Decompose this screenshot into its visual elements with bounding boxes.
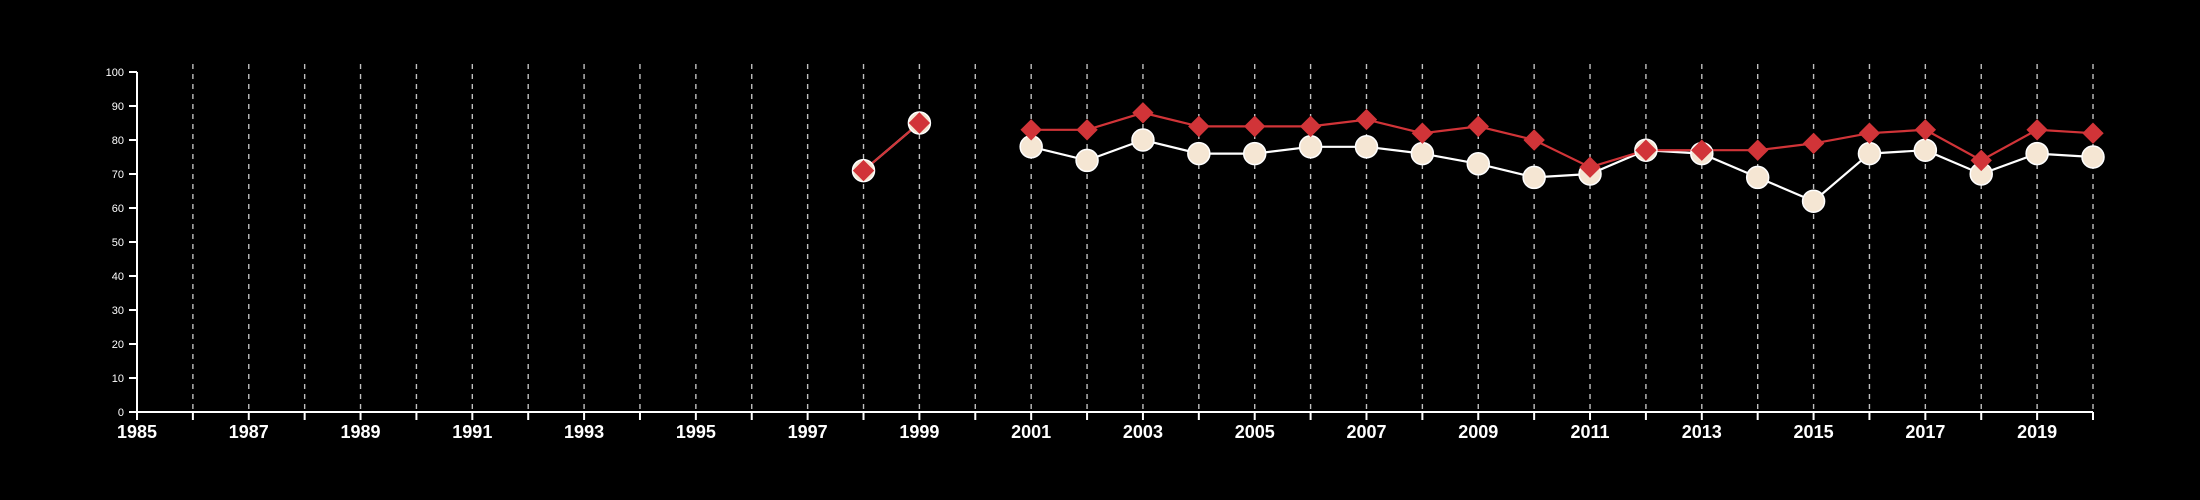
x-tick-label: 1999: [899, 422, 939, 442]
x-tick-label: 1987: [229, 422, 269, 442]
x-tick-label: 1985: [117, 422, 157, 442]
data-point-circle: [1913, 138, 1938, 162]
data-point-diamond: [1970, 149, 1992, 172]
data-point-diamond: [1858, 122, 1881, 144]
x-tick-label: 1991: [452, 422, 492, 442]
y-tick-label: 70: [112, 169, 124, 181]
data-point-circle: [1857, 141, 1882, 166]
y-tick-label: 50: [112, 237, 124, 249]
data-point-circle: [1745, 165, 1770, 190]
data-point-circle: [1801, 189, 1826, 213]
x-tick-label: 2003: [1123, 422, 1163, 442]
x-tick-label: 2011: [1570, 422, 1609, 442]
data-point-diamond: [1635, 139, 1657, 161]
y-tick-label: 80: [112, 135, 124, 147]
y-tick-label: 0: [118, 407, 124, 419]
x-tick-label: 2009: [1458, 422, 1498, 442]
y-tick-label: 60: [112, 203, 124, 215]
x-tick-label: 2001: [1011, 422, 1051, 442]
data-point-diamond: [2082, 122, 2104, 144]
y-tick-label: 10: [112, 373, 124, 385]
x-tick-label: 1997: [788, 422, 828, 442]
y-tick-label: 90: [112, 101, 124, 113]
x-tick-label: 1995: [676, 422, 716, 442]
data-point-diamond: [1579, 156, 1601, 178]
data-point-circle: [1466, 152, 1491, 176]
x-tick-label: 2005: [1235, 422, 1275, 442]
y-tick-label: 30: [112, 305, 124, 317]
x-tick-label: 2015: [1794, 422, 1834, 442]
data-point-diamond: [1244, 115, 1266, 138]
data-point-diamond: [1188, 115, 1210, 138]
x-tick-label: 2017: [1905, 422, 1945, 442]
x-tick-label: 1993: [564, 422, 604, 442]
x-tick-label: 1989: [341, 422, 381, 442]
x-tick-label: 2019: [2017, 422, 2057, 442]
data-point-diamond: [852, 159, 875, 182]
series-line-red: [862, 122, 921, 172]
data-point-circle: [1410, 141, 1435, 166]
data-point-diamond: [1355, 108, 1378, 131]
axes: 0 10 20 30 40 50 60 70 80 90 100 1985 1987 1989 1991 19…: [106, 67, 2094, 442]
data-point-diamond: [1691, 139, 1713, 161]
data-point-diamond: [1802, 132, 1825, 155]
data-point-circle: [1522, 165, 1546, 190]
data-point-diamond: [1020, 119, 1042, 141]
data-point-circle: [2025, 141, 2049, 166]
x-tick-label: 2013: [1682, 422, 1722, 442]
data-point-diamond: [1467, 115, 1489, 138]
y-tick-label: 20: [112, 339, 124, 351]
data-point-diamond: [1132, 102, 1154, 124]
data-point-diamond: [908, 112, 931, 134]
data-point-circle: [2081, 145, 2105, 169]
data-point-circle: [1131, 128, 1155, 152]
x-tick-label: 2007: [1346, 422, 1386, 442]
grid-lines: [192, 64, 2094, 412]
data-point-diamond: [1746, 139, 1769, 161]
data-point-circle: [1354, 135, 1379, 159]
data-point-diamond: [1299, 115, 1322, 138]
data-point-diamond: [1914, 119, 1937, 141]
data-point-diamond: [1076, 119, 1098, 141]
y-tick-label: 100: [106, 67, 124, 79]
data-point-diamond: [1411, 122, 1434, 144]
data-point-circle: [1187, 141, 1211, 166]
data-point-circle: [1242, 141, 1267, 166]
series-layer: [851, 102, 2105, 213]
data-point-diamond: [1523, 129, 1545, 151]
y-tick-label: 40: [112, 271, 124, 283]
data-point-circle: [1075, 148, 1099, 173]
data-point-diamond: [2026, 119, 2048, 141]
data-point-circle: [1298, 135, 1323, 159]
